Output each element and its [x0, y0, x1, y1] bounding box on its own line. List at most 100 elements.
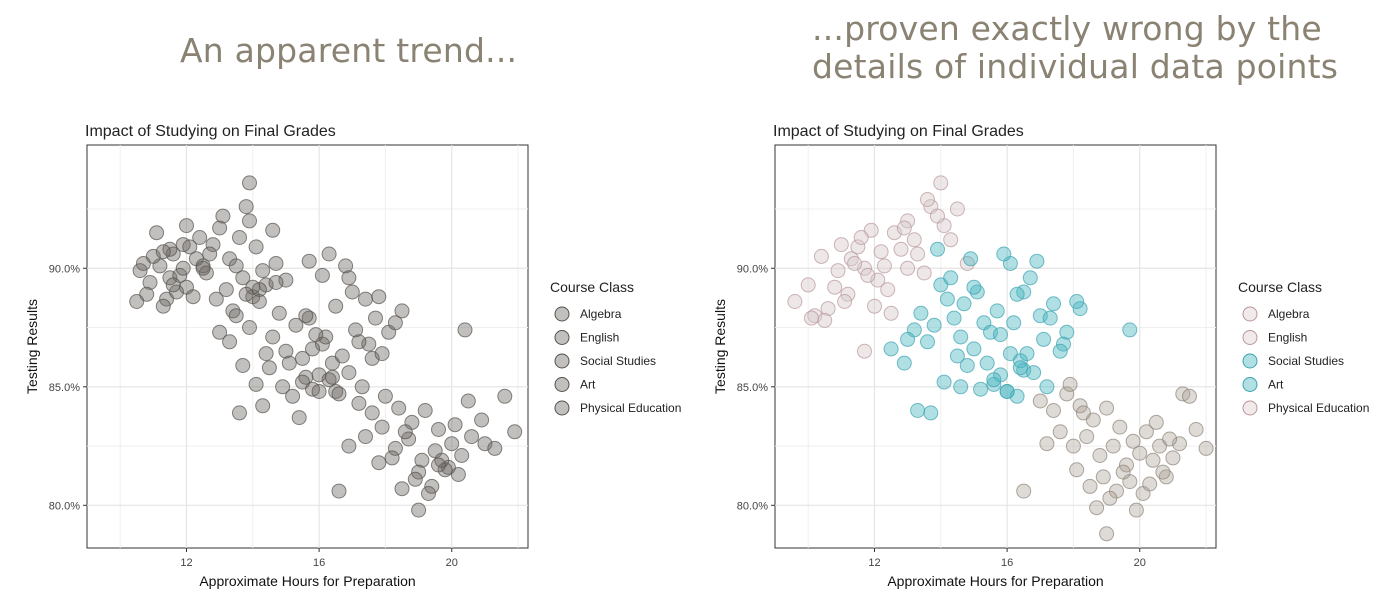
data-point [1069, 462, 1085, 478]
data-point [966, 279, 982, 295]
data-point [165, 277, 181, 293]
data-point [896, 220, 912, 236]
data-point [142, 275, 158, 290]
data-point [235, 358, 251, 373]
data-point [268, 256, 284, 271]
caption-left: An apparent trend... [180, 31, 518, 70]
data-point [358, 429, 373, 445]
data-point [394, 303, 410, 319]
data-point [268, 275, 284, 290]
data-point [308, 327, 324, 343]
data-point [474, 412, 490, 428]
scatter-chart-left: Impact of Studying on Final Grades 12 16 20… [24, 123, 681, 589]
data-point [1099, 526, 1115, 542]
data-point [850, 239, 866, 255]
data-point [893, 241, 909, 257]
data-point [1052, 343, 1068, 359]
legend-item: Social Studies [580, 354, 656, 368]
data-point [880, 282, 896, 298]
data-point [804, 310, 819, 326]
data-point [1125, 433, 1141, 449]
data-point [271, 305, 287, 321]
data-point [185, 289, 201, 305]
data-point [507, 424, 523, 440]
data-point [195, 260, 211, 276]
data-point [387, 315, 403, 331]
data-point [212, 220, 228, 236]
legend-item: English [580, 331, 619, 345]
data-point [132, 263, 148, 279]
data-point [1155, 464, 1171, 480]
data-point [341, 365, 357, 381]
data-point [242, 320, 257, 335]
data-point [417, 403, 433, 418]
data-point [169, 284, 184, 300]
data-point [933, 175, 949, 191]
data-point [943, 270, 959, 286]
data-point [1042, 310, 1058, 326]
data-point [278, 272, 294, 288]
legend-title: Course Class [1238, 279, 1322, 295]
data-point [1036, 331, 1052, 347]
legend-key [1242, 400, 1258, 416]
data-point [265, 222, 281, 238]
data-point [331, 386, 347, 402]
data-point [1032, 308, 1048, 324]
x-axis-label: Approximate Hours for Preparation [887, 573, 1103, 589]
legend-key [1242, 353, 1258, 369]
data-point [454, 448, 470, 463]
data-point [334, 348, 350, 364]
data-point [341, 438, 357, 454]
data-point [1069, 294, 1085, 309]
data-point [242, 175, 257, 191]
data-point [487, 440, 503, 456]
data-point [208, 291, 224, 307]
legend-item: English [1268, 331, 1307, 345]
data-point [218, 282, 234, 298]
data-point [953, 379, 969, 395]
data-point [900, 213, 916, 229]
data-point [298, 308, 314, 324]
data-point [371, 289, 387, 305]
scatter-chart-right: Impact of Studying on Final Grades 12 16 20… [712, 123, 1369, 589]
data-point [387, 440, 403, 456]
legend-key [554, 353, 570, 369]
data-point [833, 237, 849, 253]
data-point [916, 265, 932, 281]
data-point [840, 286, 856, 302]
data-point [155, 298, 171, 314]
data-point [235, 270, 251, 286]
legend-key [1242, 306, 1258, 322]
data-point [368, 310, 383, 326]
data-point [800, 277, 816, 293]
data-point [384, 450, 400, 466]
data-point [900, 331, 916, 347]
data-point [261, 360, 277, 376]
data-point [175, 260, 191, 276]
data-point [318, 329, 334, 345]
data-point [232, 405, 247, 421]
data-point [1039, 379, 1055, 395]
data-point [973, 381, 989, 397]
data-point [149, 225, 165, 241]
data-point [407, 471, 423, 487]
legend-item: Social Studies [1268, 354, 1344, 368]
data-point [1012, 360, 1028, 376]
data-point [1006, 315, 1022, 331]
plot-panel [774, 144, 1217, 549]
data-point [431, 457, 446, 473]
data-point [1099, 400, 1115, 416]
data-point [1052, 424, 1068, 440]
legend-item: Physical Education [580, 401, 681, 415]
data-point [301, 253, 317, 269]
data-point [936, 374, 952, 390]
data-point [943, 232, 959, 248]
data-point [1009, 286, 1025, 302]
data-point [351, 395, 367, 411]
data-point [205, 237, 221, 253]
data-point [900, 260, 916, 276]
data-point [338, 258, 354, 274]
data-point [447, 417, 463, 433]
data-point [873, 244, 889, 260]
data-point [1065, 438, 1081, 454]
